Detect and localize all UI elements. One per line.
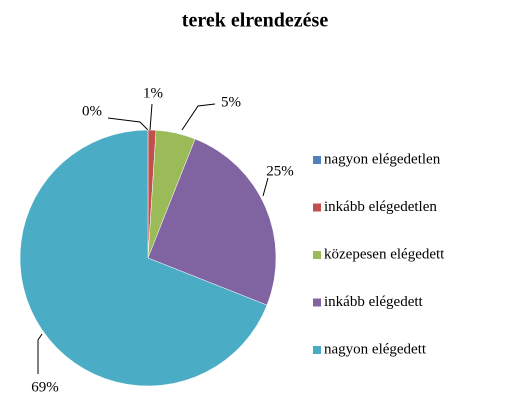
- legend-label: inkább elégedett: [324, 294, 424, 310]
- legend-label: inkább elégedetlen: [324, 199, 437, 215]
- data-label: 5%: [221, 94, 241, 110]
- leader-line: [149, 103, 153, 131]
- legend-swatch: [313, 251, 321, 259]
- leader-line: [37, 333, 43, 374]
- leader-line: [107, 117, 149, 131]
- legend-swatch: [313, 298, 321, 307]
- legend-label: nagyon elégedett: [324, 341, 427, 357]
- pie-slice: [19, 129, 268, 387]
- pie-slice: [147, 138, 277, 306]
- data-label: 1%: [143, 85, 163, 101]
- data-label: 69%: [31, 379, 59, 395]
- leader-line: [181, 103, 216, 131]
- chart-title: terek elrendezése: [182, 10, 329, 32]
- legend-swatch: [313, 156, 321, 164]
- legend-swatch: [313, 346, 321, 354]
- legend-label: nagyon elégedetlen: [324, 151, 441, 167]
- legend-swatch: [313, 203, 321, 212]
- data-label: 0%: [82, 103, 102, 119]
- legend-label: közepesen elégedett: [324, 246, 445, 262]
- leader-line: [262, 177, 269, 197]
- data-label: 25%: [266, 163, 294, 179]
